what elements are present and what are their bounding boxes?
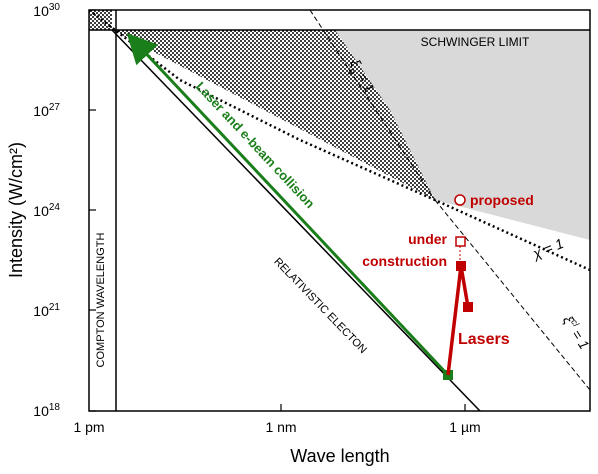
y-tick-label: 1024 — [33, 202, 60, 219]
dotted-region — [112, 30, 435, 200]
under-construction-label-1: under — [408, 231, 447, 247]
proposed-label: proposed — [470, 192, 534, 208]
plot-area — [89, 10, 590, 411]
red-series-label: Lasers — [458, 331, 510, 348]
y-tick-label: 1018 — [33, 402, 60, 419]
compton-label: COMPTON WAVELENGTH — [95, 233, 107, 368]
under-construction-marker — [455, 236, 466, 247]
x-tick-label: 1 nm — [265, 419, 296, 435]
y-tick-label: 1027 — [33, 102, 60, 119]
x-tick-label: 1 µm — [449, 419, 480, 435]
relativistic-line — [111, 29, 481, 411]
xi-cl-label: ξcl = 1 — [560, 312, 594, 352]
red-point — [463, 302, 473, 312]
red-point — [456, 261, 466, 271]
y-tick-label: 1021 — [33, 302, 60, 319]
green-series-line — [126, 33, 450, 377]
proposed-marker — [454, 194, 466, 206]
y-axis-title: Intensity (W/cm²) — [6, 142, 26, 278]
tick-marks — [89, 9, 466, 412]
x-tick-label: 1 pm — [73, 419, 104, 435]
schwinger-label: SCHWINGER LIMIT — [421, 35, 530, 49]
green-point-end — [134, 39, 144, 49]
xi-cl-line — [434, 199, 590, 391]
x-axis-title: Wave length — [290, 446, 389, 466]
relativistic-label: RELATIVISTIC ELECTON — [271, 256, 369, 356]
red-series-line — [446, 265, 470, 376]
chi-label: χ = 1 — [529, 235, 566, 262]
gray-region — [335, 30, 590, 240]
under-construction-label-2: construction — [362, 253, 447, 269]
y-tick-label: 1030 — [33, 2, 60, 19]
xi-q-line — [309, 10, 436, 201]
